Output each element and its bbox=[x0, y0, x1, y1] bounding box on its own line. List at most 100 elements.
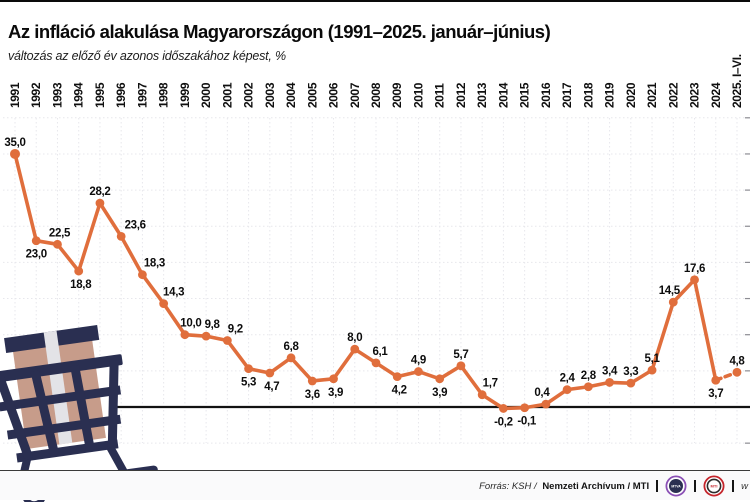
year-label: 2017 bbox=[560, 82, 574, 108]
data-point-marker bbox=[456, 361, 466, 371]
year-label: 2003 bbox=[263, 82, 277, 108]
year-label: 1999 bbox=[178, 82, 192, 108]
data-point-marker bbox=[329, 374, 338, 384]
data-point-marker bbox=[732, 367, 742, 377]
data-point-label: 4,9 bbox=[411, 355, 426, 367]
year-label: 1992 bbox=[29, 82, 43, 108]
year-label: 1998 bbox=[157, 82, 171, 108]
year-label: 1994 bbox=[72, 82, 86, 108]
data-point-marker bbox=[626, 378, 636, 388]
data-point-marker bbox=[371, 358, 381, 368]
chart-subtitle: változás az előző év azonos időszakához … bbox=[8, 49, 286, 63]
chart-title: Az infláció alakulása Magyarországon (19… bbox=[8, 21, 551, 42]
data-point-label: 4,7 bbox=[264, 381, 279, 393]
inflation-series-line bbox=[13, 152, 718, 411]
year-label: 2012 bbox=[454, 82, 468, 108]
data-point-marker bbox=[10, 148, 20, 159]
data-point-label: 4,2 bbox=[392, 385, 407, 397]
year-label: 2021 bbox=[645, 82, 659, 108]
data-point-label: 1,7 bbox=[483, 378, 498, 390]
year-label: 1991 bbox=[8, 82, 22, 108]
year-label: 2009 bbox=[390, 82, 404, 108]
data-point-marker bbox=[605, 378, 614, 387]
data-point-label: 6,8 bbox=[284, 341, 300, 353]
year-label: 2016 bbox=[539, 82, 553, 108]
year-label: 1993 bbox=[50, 82, 64, 108]
year-label: 2014 bbox=[496, 82, 510, 108]
year-label: 2023 bbox=[688, 82, 702, 108]
year-label: 2006 bbox=[327, 82, 341, 108]
data-point-label: 5,3 bbox=[241, 377, 256, 389]
year-label: 2007 bbox=[348, 82, 362, 108]
year-label: 2001 bbox=[220, 82, 234, 108]
year-label: 2019 bbox=[603, 82, 617, 108]
source-text-bold: Nemzeti Archívum / MTI bbox=[542, 480, 650, 492]
footer-url-partial: w bbox=[741, 480, 748, 492]
year-label: 2005 bbox=[305, 82, 319, 108]
data-point-label: 23,0 bbox=[26, 249, 47, 261]
year-label: 2010 bbox=[411, 82, 425, 108]
data-point-label: -0,2 bbox=[494, 416, 513, 428]
footer-separator-bar bbox=[656, 480, 659, 492]
year-label: 2000 bbox=[199, 82, 213, 108]
data-point-marker bbox=[222, 336, 232, 345]
data-point-marker bbox=[201, 331, 211, 341]
year-label: 2004 bbox=[284, 82, 298, 108]
data-point-marker bbox=[307, 376, 317, 386]
footer-band bbox=[0, 471, 750, 500]
data-point-label: 23,6 bbox=[125, 219, 146, 231]
data-point-marker bbox=[583, 382, 593, 392]
data-point-marker bbox=[647, 365, 657, 375]
data-point-marker bbox=[477, 390, 487, 400]
data-point-marker bbox=[350, 344, 360, 354]
data-point-marker bbox=[435, 374, 445, 384]
data-point-marker bbox=[499, 404, 508, 413]
data-point-label: 17,6 bbox=[684, 263, 705, 275]
year-label: 2024 bbox=[709, 82, 723, 108]
data-point-label: 22,5 bbox=[49, 227, 71, 239]
data-point-marker bbox=[392, 372, 402, 382]
data-point-marker bbox=[414, 367, 423, 376]
data-point-label: 6,1 bbox=[372, 346, 388, 358]
data-point-label: 14,3 bbox=[163, 287, 184, 299]
year-label: 2008 bbox=[369, 82, 383, 108]
data-point-label: 3,4 bbox=[602, 365, 618, 377]
data-point-label: -0,1 bbox=[517, 416, 537, 428]
data-point-marker bbox=[116, 231, 126, 241]
data-point-marker bbox=[711, 375, 721, 385]
year-label: 1995 bbox=[93, 82, 107, 108]
data-point-label: 2,4 bbox=[560, 373, 576, 385]
mtva-logo: MTVA bbox=[665, 475, 687, 497]
year-label: 2022 bbox=[666, 82, 680, 108]
data-point-marker bbox=[562, 385, 572, 395]
year-label: 2002 bbox=[242, 82, 256, 108]
data-point-label: 5,1 bbox=[645, 353, 661, 365]
year-label: 1996 bbox=[114, 82, 128, 108]
data-point-label: 14,5 bbox=[659, 285, 681, 297]
data-point-label: 5,7 bbox=[453, 349, 468, 361]
data-point-label: 3,3 bbox=[623, 366, 638, 378]
footer-separator-bar bbox=[732, 480, 735, 492]
year-label: 2025. I–VI. bbox=[730, 54, 744, 108]
data-point-label: 3,6 bbox=[305, 389, 320, 401]
source-text: Forrás: KSH / bbox=[479, 480, 540, 492]
top-border-line bbox=[0, 0, 750, 2]
data-point-label: 3,7 bbox=[708, 388, 723, 400]
data-point-marker bbox=[541, 399, 551, 409]
data-point-label: 4,8 bbox=[729, 355, 745, 367]
mti-logo-text: MTI bbox=[711, 484, 718, 489]
data-point-marker bbox=[286, 353, 296, 363]
data-point-marker bbox=[95, 198, 105, 208]
data-point-label: 35,0 bbox=[4, 137, 25, 149]
data-point-marker bbox=[138, 270, 147, 280]
data-point-label: 2,8 bbox=[581, 370, 597, 382]
footer-separator-bar bbox=[694, 480, 697, 492]
data-point-label: 3,9 bbox=[432, 387, 447, 399]
footer: Forrás: KSH / Nemzeti Archívum / MTI MTV… bbox=[479, 473, 748, 499]
data-point-label: 18,3 bbox=[144, 258, 165, 270]
data-point-label: 3,9 bbox=[328, 387, 343, 399]
data-point-label: 9,2 bbox=[228, 323, 243, 335]
data-point-marker bbox=[74, 266, 84, 276]
year-label: 2015 bbox=[518, 82, 532, 108]
